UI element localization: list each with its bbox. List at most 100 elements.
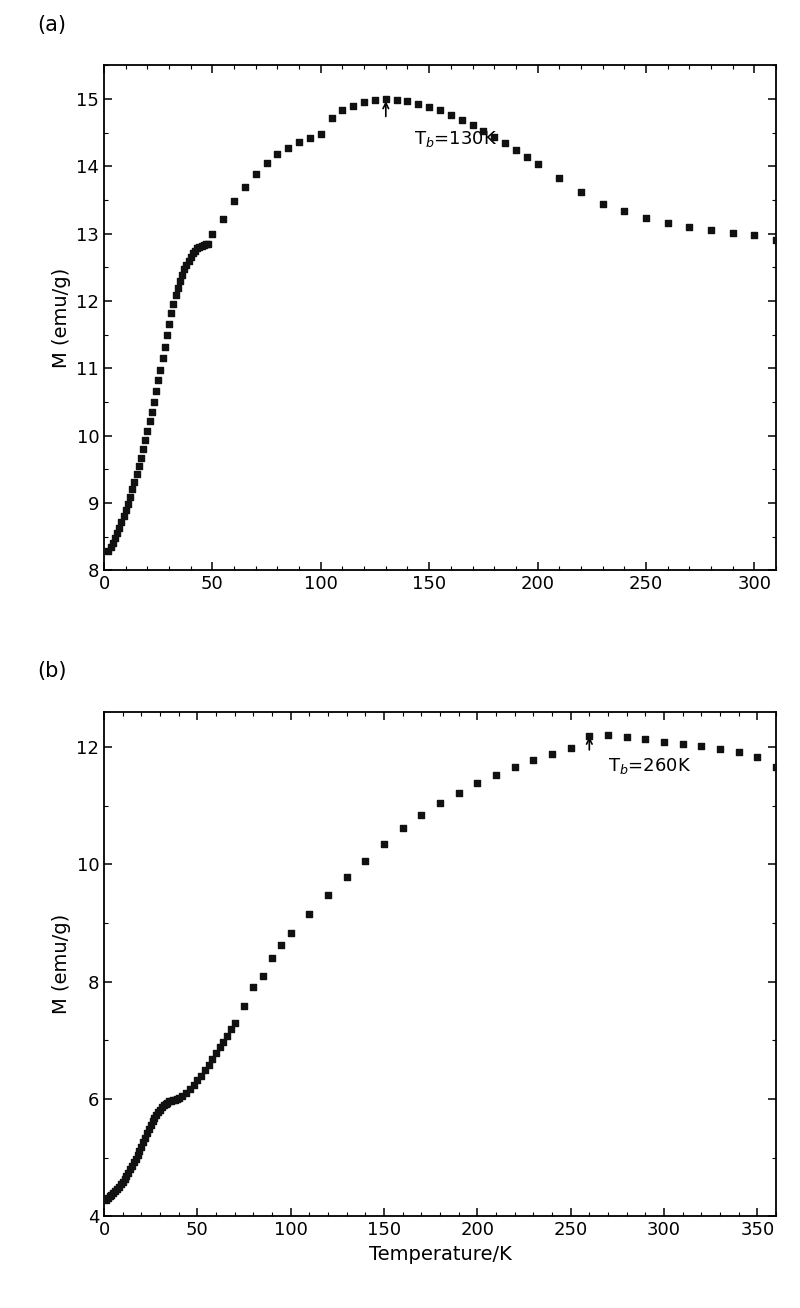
Point	[138, 1127, 151, 1148]
Point	[113, 518, 126, 539]
Point	[340, 867, 353, 888]
Point	[109, 527, 122, 548]
Point	[378, 833, 390, 854]
Point	[137, 1131, 150, 1152]
Point	[564, 738, 577, 759]
Point	[247, 977, 260, 998]
Point	[99, 1189, 112, 1210]
Point	[141, 1122, 154, 1143]
Point	[103, 1186, 116, 1207]
Point	[508, 757, 521, 778]
Point	[498, 132, 511, 153]
Point	[183, 1079, 196, 1100]
Point	[155, 1097, 168, 1118]
Point	[172, 1088, 185, 1109]
Point	[182, 250, 195, 271]
Text: (b): (b)	[37, 662, 66, 681]
Point	[412, 93, 425, 114]
Point	[134, 447, 147, 468]
Point	[347, 95, 360, 116]
Point	[471, 773, 484, 794]
Point	[106, 532, 119, 553]
Point	[452, 782, 465, 803]
Point	[161, 1092, 174, 1113]
Point	[154, 1099, 166, 1120]
Point	[152, 370, 165, 391]
Point	[184, 246, 197, 267]
Point	[284, 923, 297, 944]
Point	[193, 237, 206, 258]
Point	[639, 729, 652, 749]
Point	[102, 1188, 114, 1209]
Point	[132, 455, 145, 476]
Point	[163, 1091, 176, 1112]
Point	[158, 336, 171, 357]
Point	[198, 234, 210, 255]
Point	[732, 742, 745, 763]
Point	[695, 736, 708, 757]
Point	[198, 1059, 211, 1080]
Point	[170, 1088, 183, 1109]
Point	[546, 743, 558, 764]
Point	[105, 1184, 118, 1205]
Point	[161, 324, 174, 345]
Point	[658, 731, 670, 752]
Point	[455, 110, 468, 131]
Point	[490, 765, 502, 786]
Point	[133, 1141, 146, 1162]
Point	[130, 463, 143, 484]
Point	[271, 144, 284, 165]
Point	[303, 128, 316, 149]
Point	[238, 177, 251, 198]
Point	[206, 224, 218, 245]
Point	[770, 757, 782, 778]
Point	[104, 536, 117, 557]
Point	[228, 191, 241, 212]
Text: (a): (a)	[37, 16, 66, 35]
Point	[118, 1168, 131, 1189]
Point	[171, 277, 184, 298]
Point	[186, 243, 199, 264]
Point	[176, 1086, 189, 1107]
Point	[126, 479, 138, 500]
Point	[158, 1095, 170, 1116]
Point	[531, 154, 544, 175]
Point	[434, 99, 446, 120]
Point	[120, 1165, 133, 1186]
Point	[221, 1025, 234, 1046]
Point	[124, 1159, 137, 1180]
Point	[260, 153, 273, 174]
Point	[282, 137, 294, 158]
Point	[154, 360, 166, 381]
Point	[150, 381, 162, 402]
Point	[639, 208, 652, 229]
Point	[422, 97, 435, 118]
Point	[199, 234, 212, 255]
Point	[110, 1179, 123, 1199]
Point	[574, 182, 587, 203]
Point	[127, 1152, 140, 1173]
Point	[275, 935, 288, 956]
Point	[214, 1037, 226, 1058]
Point	[326, 107, 338, 128]
Point	[191, 1070, 204, 1091]
Point	[466, 115, 479, 136]
Point	[147, 391, 160, 412]
Point	[176, 264, 189, 285]
Point	[115, 511, 128, 532]
Point	[618, 201, 630, 222]
Point	[162, 314, 175, 335]
Point	[705, 220, 718, 241]
Point	[191, 238, 204, 259]
Point	[488, 127, 501, 148]
Point	[206, 1049, 218, 1070]
Point	[180, 1083, 193, 1104]
Point	[520, 146, 533, 167]
Point	[138, 430, 151, 451]
Y-axis label: M (emu/g): M (emu/g)	[52, 268, 70, 368]
Point	[146, 1110, 159, 1131]
Point	[748, 225, 761, 246]
Point	[256, 965, 269, 986]
Point	[583, 726, 596, 747]
Point	[477, 120, 490, 141]
